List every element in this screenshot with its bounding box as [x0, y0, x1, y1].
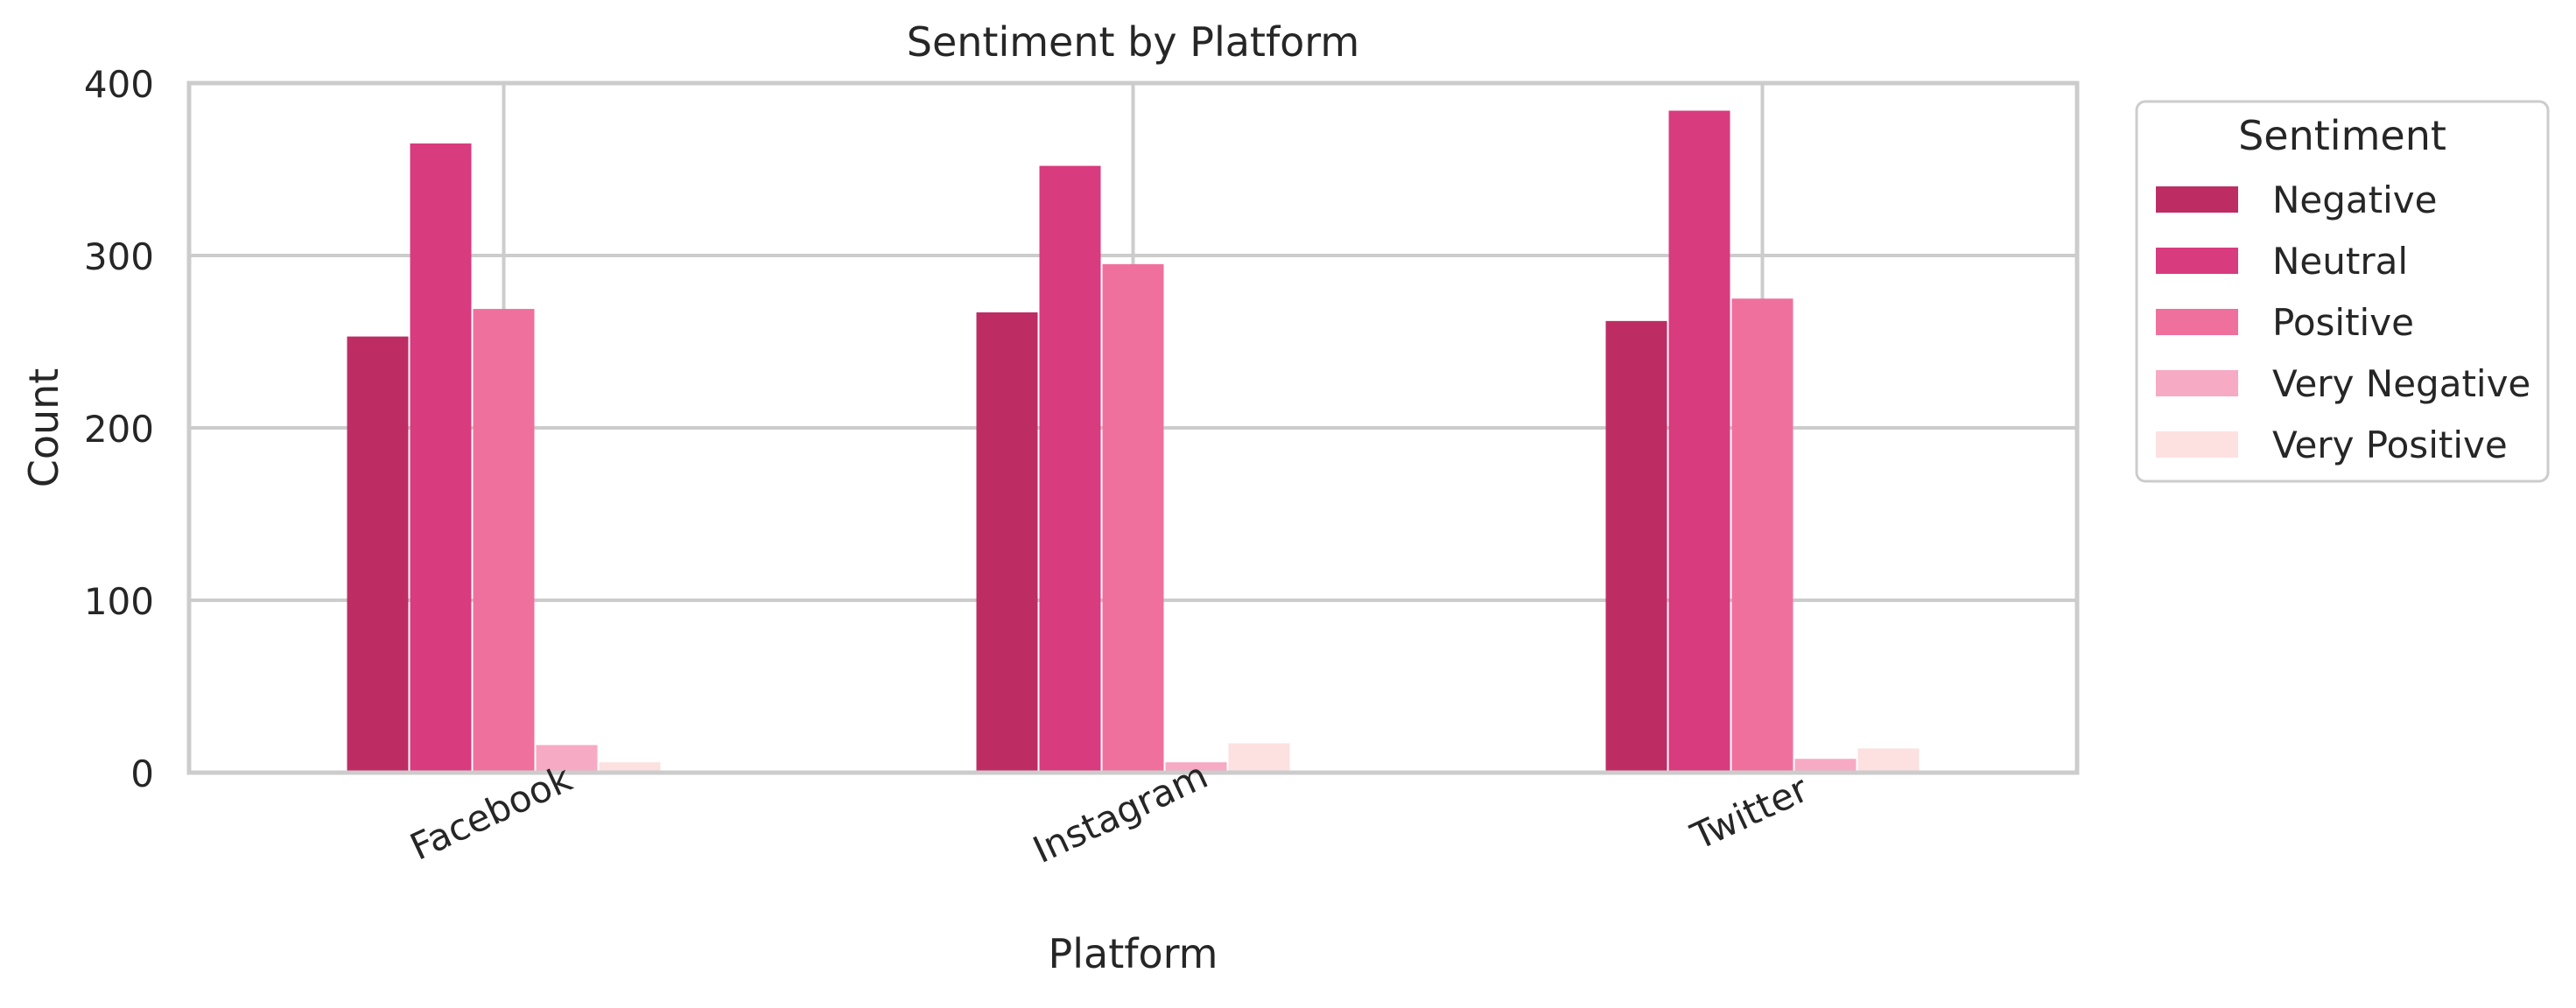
bar-layer	[347, 110, 1920, 774]
y-tick-label: 0	[130, 752, 154, 795]
legend-swatch	[2156, 370, 2238, 396]
legend-title: Sentiment	[2238, 112, 2446, 159]
bar	[1794, 759, 1857, 773]
chart-title: Sentiment by Platform	[907, 18, 1359, 66]
legend-label: Very Positive	[2272, 424, 2508, 466]
bar	[473, 309, 535, 773]
bar	[1605, 320, 1667, 773]
bar	[1668, 110, 1730, 773]
plot-frame	[186, 80, 2080, 775]
y-tick-label: 200	[84, 408, 154, 451]
legend-swatch	[2156, 431, 2238, 458]
legend-swatch	[2156, 186, 2238, 213]
legend-box	[2135, 100, 2550, 483]
legend-label: Very Negative	[2272, 362, 2530, 405]
y-tick-label: 300	[84, 235, 154, 278]
legend-swatch	[2156, 248, 2238, 274]
y-tick-label: 100	[84, 580, 154, 623]
x-axis-label: Platform	[1049, 930, 1218, 977]
bar	[1102, 263, 1164, 774]
legend-label: Negative	[2272, 178, 2438, 221]
legend-swatch	[2156, 309, 2238, 335]
x-tick-label: Twitter	[1684, 766, 1815, 858]
bar	[1039, 165, 1101, 773]
bar	[1165, 762, 1227, 773]
bar	[1228, 743, 1290, 773]
legend-label: Positive	[2272, 301, 2414, 344]
legend: Sentiment Negative Neutral Positive Very Ne…	[2135, 100, 2550, 483]
bar	[1731, 298, 1793, 773]
bar	[536, 745, 598, 773]
bar	[976, 312, 1038, 773]
bar	[599, 762, 661, 773]
y-tick-label: 400	[84, 63, 154, 106]
bar	[347, 336, 409, 773]
bar	[410, 143, 472, 773]
legend-items: Negative Neutral Positive Very Negative Very…	[2156, 178, 2530, 466]
bar	[1857, 748, 1920, 773]
legend-label: Neutral	[2272, 240, 2408, 283]
y-axis-label: Count	[20, 368, 67, 488]
